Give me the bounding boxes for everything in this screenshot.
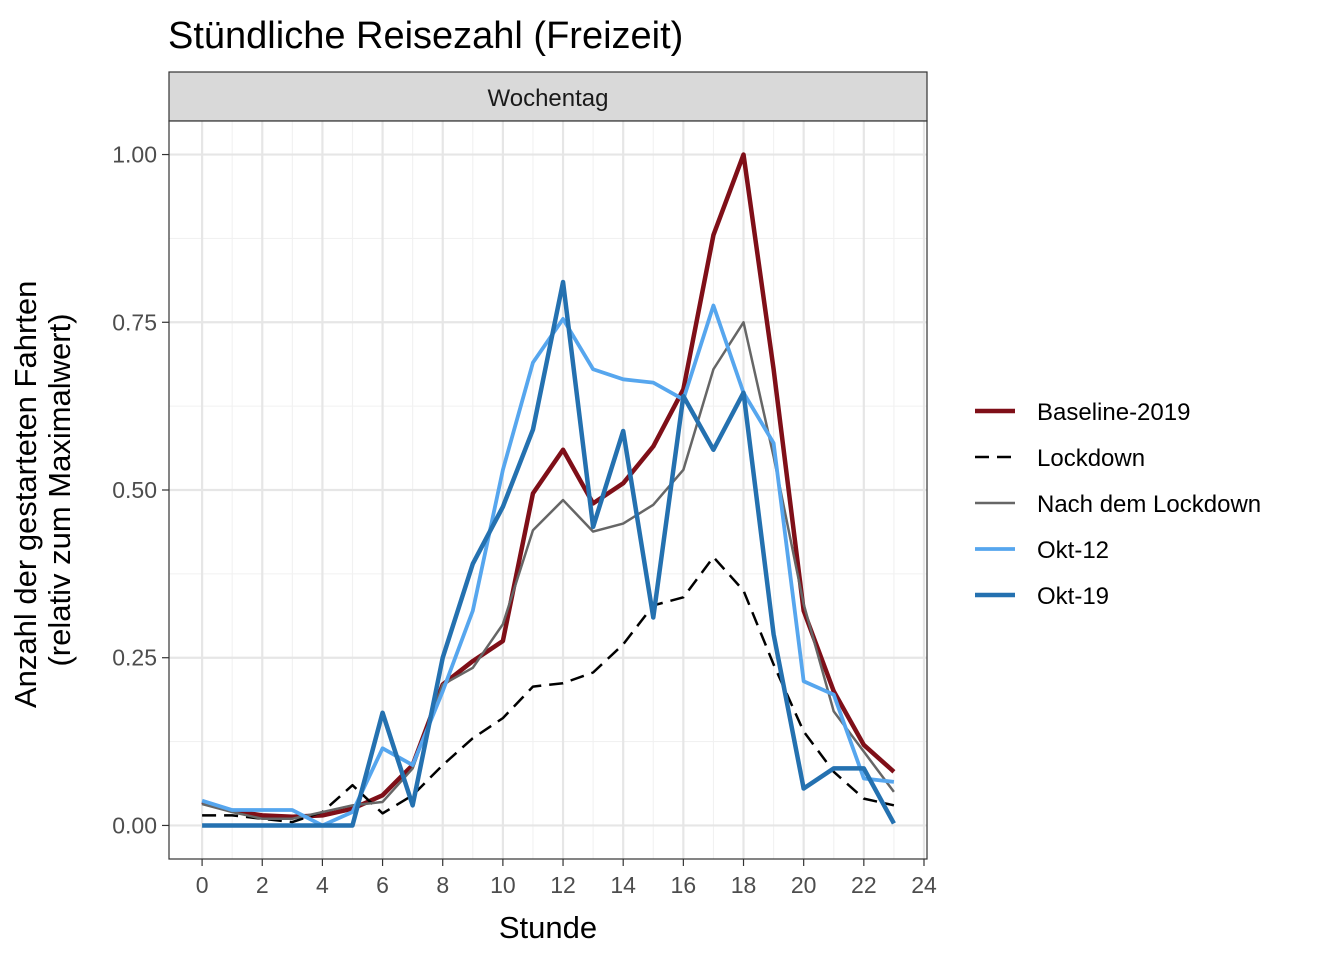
- y-axis-title-line-2: (relativ zum Maximalwert): [42, 313, 77, 666]
- x-axis: 0 2 4 6 8 10 12 14 16 18 20 22 24: [196, 859, 937, 898]
- x-tick-label: 24: [911, 872, 937, 898]
- y-tick-label: 0.75: [112, 309, 157, 335]
- legend-label-okt-12: Okt-12: [1037, 537, 1109, 564]
- x-tick-label: 22: [851, 872, 877, 898]
- x-tick-label: 14: [610, 872, 636, 898]
- legend-label-okt-19: Okt-19: [1037, 583, 1109, 610]
- x-tick-label: 8: [436, 872, 449, 898]
- legend-label-baseline-2019: Baseline-2019: [1037, 399, 1190, 426]
- series-line-baseline-2019: [201, 152, 896, 819]
- x-tick-label: 0: [196, 872, 209, 898]
- series-line-okt-12: [201, 303, 895, 828]
- legend-label-lockdown: Lockdown: [1037, 445, 1145, 472]
- x-tick-label: 6: [376, 872, 389, 898]
- facet-label: Wochentag: [488, 85, 609, 112]
- x-tick-label: 20: [791, 872, 817, 898]
- y-tick-label: 1.00: [112, 142, 157, 168]
- x-tick-label: 2: [256, 872, 269, 898]
- series-lines: [201, 152, 896, 828]
- series-line-okt-19: [202, 279, 896, 828]
- x-axis-title: Stunde: [499, 910, 597, 945]
- y-axis-title: Anzahl der gestarteten Fahrten (relativ …: [8, 272, 77, 708]
- facet-strip: [168, 71, 928, 122]
- x-tick-label: 4: [316, 872, 329, 898]
- y-axis-title-line-1: Anzahl der gestarteten Fahrten: [8, 281, 43, 708]
- x-tick-label: 16: [671, 872, 697, 898]
- chart-title: Stündliche Reisezahl (Freizeit): [168, 15, 683, 57]
- y-tick-label: 0.25: [112, 645, 157, 671]
- legend-label-nach-dem-lockdown: Nach dem Lockdown: [1037, 491, 1261, 518]
- x-tick-label: 10: [490, 872, 516, 898]
- y-tick-label: 0.00: [112, 812, 157, 838]
- x-tick-label: 12: [550, 872, 576, 898]
- y-tick-label: 0.50: [112, 477, 157, 503]
- x-tick-label: 18: [731, 872, 757, 898]
- y-axis: 0.00 0.25 0.50 0.75 1.00: [112, 142, 169, 838]
- legend: Baseline-2019 Lockdown Nach dem Lockdown Ok…: [975, 399, 1261, 610]
